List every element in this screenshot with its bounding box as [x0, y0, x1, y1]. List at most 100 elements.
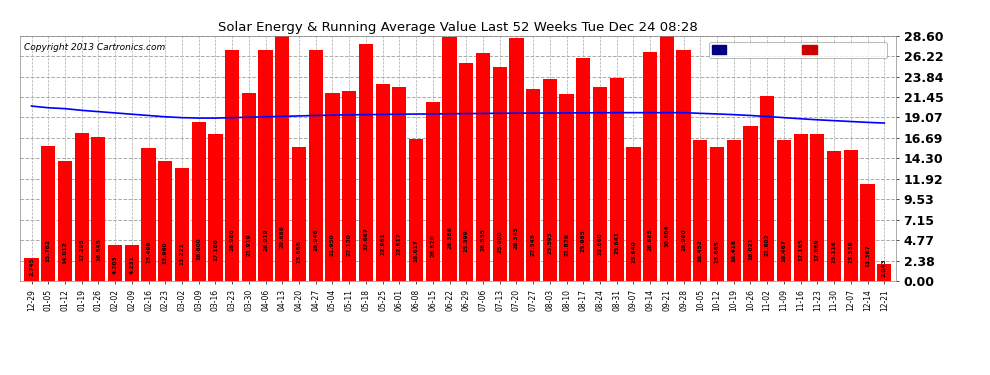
Text: 11.367: 11.367 — [865, 244, 870, 267]
Bar — [810, 135, 825, 281]
Text: 14.012: 14.012 — [62, 242, 67, 264]
Text: 16.452: 16.452 — [698, 239, 703, 262]
Text: 29.688: 29.688 — [280, 225, 285, 248]
Text: 15.499: 15.499 — [147, 240, 151, 263]
Bar — [559, 94, 573, 281]
Bar — [343, 91, 356, 281]
Text: 4.231: 4.231 — [130, 256, 135, 274]
Text: 26.980: 26.980 — [230, 228, 235, 251]
Text: 28.388: 28.388 — [447, 226, 452, 249]
Text: 18.021: 18.021 — [748, 237, 753, 260]
Bar — [476, 53, 490, 281]
Bar — [777, 140, 791, 281]
Text: 23.641: 23.641 — [614, 231, 619, 254]
Bar — [326, 93, 340, 281]
Text: 26.919: 26.919 — [263, 228, 268, 251]
Bar — [426, 102, 440, 281]
Bar — [42, 146, 55, 281]
Bar — [242, 93, 256, 281]
Text: 17.165: 17.165 — [798, 238, 803, 261]
Text: 25.399: 25.399 — [463, 230, 468, 252]
Bar — [409, 138, 423, 281]
Bar — [443, 38, 456, 281]
Bar — [593, 87, 607, 281]
Title: Solar Energy & Running Average Value Last 52 Weeks Tue Dec 24 08:28: Solar Energy & Running Average Value Las… — [218, 21, 698, 34]
Legend: Average ($), Weekly ($): Average ($), Weekly ($) — [709, 42, 887, 57]
Text: 16.845: 16.845 — [96, 238, 101, 261]
Bar — [794, 134, 808, 281]
Text: 25.965: 25.965 — [581, 229, 586, 252]
Text: 2.745: 2.745 — [29, 257, 34, 276]
Text: 26.685: 26.685 — [647, 228, 652, 251]
Text: 16.467: 16.467 — [781, 239, 786, 262]
Text: 22.120: 22.120 — [346, 233, 351, 256]
Text: 17.089: 17.089 — [815, 238, 820, 261]
Bar — [258, 50, 272, 281]
Text: 21.919: 21.919 — [247, 234, 251, 256]
Text: 16.418: 16.418 — [732, 239, 737, 262]
Bar — [91, 136, 106, 281]
Bar — [827, 152, 842, 281]
Text: 15.685: 15.685 — [715, 240, 720, 262]
Text: 22.617: 22.617 — [397, 232, 402, 255]
Bar — [610, 78, 624, 281]
Text: 25.000: 25.000 — [497, 230, 502, 253]
Text: 26.946: 26.946 — [313, 228, 318, 251]
Text: 4.203: 4.203 — [113, 256, 118, 274]
Bar — [509, 38, 524, 281]
Text: 13.960: 13.960 — [162, 242, 167, 264]
Text: 22.345: 22.345 — [531, 233, 536, 256]
Bar — [142, 148, 155, 281]
Bar — [57, 161, 72, 281]
Bar — [459, 63, 473, 281]
Text: 22.961: 22.961 — [380, 232, 385, 255]
Text: 18.600: 18.600 — [196, 237, 201, 260]
Bar — [576, 58, 590, 281]
Bar — [225, 50, 240, 281]
Bar — [74, 133, 89, 281]
Text: 20.820: 20.820 — [431, 235, 436, 257]
Bar — [627, 147, 641, 281]
Bar — [309, 50, 323, 281]
Text: 13.221: 13.221 — [179, 242, 184, 265]
Bar — [275, 26, 289, 281]
Text: 17.295: 17.295 — [79, 238, 84, 261]
Text: 21.826: 21.826 — [564, 233, 569, 256]
Bar — [125, 245, 139, 281]
Bar — [175, 168, 189, 281]
Text: Copyright 2013 Cartronics.com: Copyright 2013 Cartronics.com — [24, 43, 165, 52]
Bar — [743, 126, 757, 281]
Bar — [358, 44, 373, 281]
Text: 30.604: 30.604 — [664, 225, 669, 247]
Text: 15.640: 15.640 — [631, 240, 636, 262]
Bar — [676, 50, 691, 281]
Bar — [25, 258, 39, 281]
Bar — [877, 264, 891, 281]
Bar — [158, 161, 172, 281]
Bar — [860, 184, 874, 281]
Bar — [392, 87, 407, 281]
Text: 15.688: 15.688 — [297, 240, 302, 262]
Bar — [843, 150, 858, 281]
Bar — [208, 134, 223, 281]
Text: 21.950: 21.950 — [330, 233, 335, 256]
Bar — [375, 84, 390, 281]
Bar — [727, 140, 741, 281]
Text: 15.339: 15.339 — [848, 240, 853, 263]
Bar — [693, 140, 708, 281]
Bar — [760, 96, 774, 281]
Text: 26.535: 26.535 — [480, 228, 485, 251]
Bar — [526, 89, 541, 281]
Text: 2.043: 2.043 — [882, 258, 887, 277]
Text: 15.762: 15.762 — [46, 240, 50, 262]
Text: 28.345: 28.345 — [514, 226, 519, 249]
Bar — [644, 52, 657, 281]
Bar — [659, 18, 674, 281]
Bar — [292, 147, 306, 281]
Bar — [710, 147, 724, 281]
Text: 15.116: 15.116 — [832, 240, 837, 263]
Text: 26.960: 26.960 — [681, 228, 686, 251]
Bar — [493, 66, 507, 281]
Text: 22.660: 22.660 — [598, 232, 603, 255]
Bar — [108, 245, 122, 281]
